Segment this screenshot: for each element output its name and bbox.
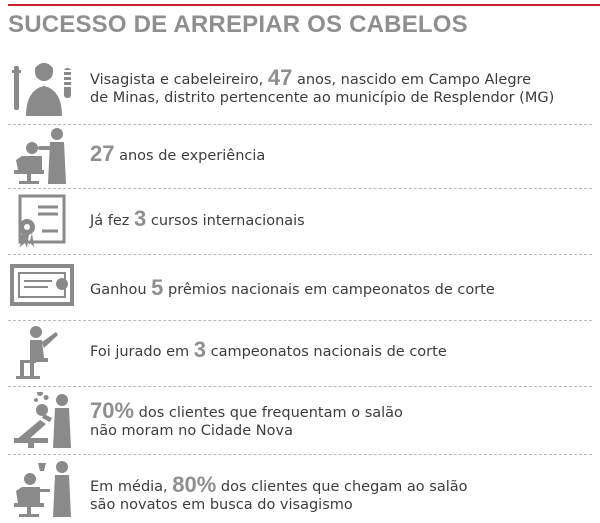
haircut-scene-icon xyxy=(10,126,76,186)
item-3-text: Já fez 3 cursos internacionais xyxy=(90,206,305,231)
item-7-highlight: 80% xyxy=(172,472,217,497)
separator xyxy=(8,320,592,321)
item-4-highlight: 5 xyxy=(151,275,164,300)
item-5-highlight: 3 xyxy=(193,337,206,362)
separator xyxy=(8,254,592,255)
item-7-text: Em média, 80% dos clientes que chegam ao… xyxy=(90,472,468,514)
separator xyxy=(8,188,592,189)
item-1-text: Visagista e cabeleireiro, 47 anos, nasci… xyxy=(90,65,555,107)
separator xyxy=(8,124,592,125)
separator xyxy=(8,454,592,455)
page-title: SUCESSO DE ARREPIAR OS CABELOS xyxy=(8,11,468,38)
item-1-highlight: 47 xyxy=(267,65,293,90)
item-2-highlight: 27 xyxy=(90,141,115,166)
barber-person-icon xyxy=(12,60,76,122)
item-6-highlight: 70% xyxy=(90,398,135,423)
separator xyxy=(8,386,592,387)
item-4-text: Ganhou 5 prêmios nacionais em campeonato… xyxy=(90,275,495,300)
diploma-frame-icon xyxy=(10,262,76,310)
barber-chair-icon xyxy=(10,459,76,519)
top-accent-rule xyxy=(8,4,600,6)
item-5-text: Foi jurado em 3 campeonatos nacionais de… xyxy=(90,337,447,362)
item-6-text: 70% dos clientes que frequentam o salão … xyxy=(90,398,403,440)
judge-seated-icon xyxy=(14,324,64,382)
item-2-text: 27 anos de experiência xyxy=(90,141,266,166)
hair-wash-icon xyxy=(10,392,76,450)
item-3-highlight: 3 xyxy=(134,206,147,231)
certificate-icon xyxy=(12,193,74,251)
